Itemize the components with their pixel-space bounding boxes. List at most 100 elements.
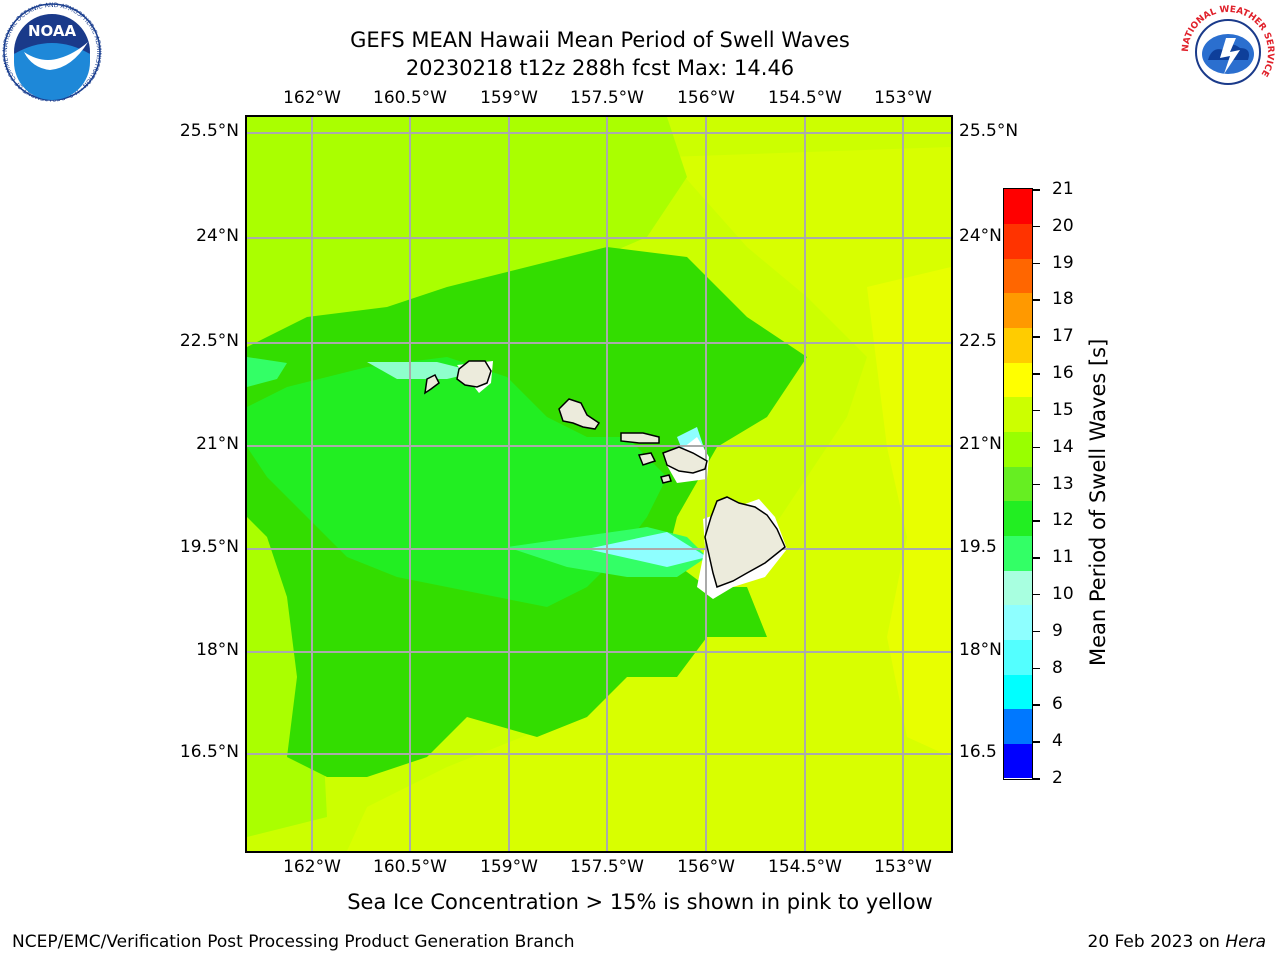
- island-kauai: [456, 360, 492, 388]
- colorbar-segment: [1004, 639, 1032, 675]
- colorbar-tick-label: 14: [1052, 436, 1074, 457]
- noaa-logo: NATIONAL OCEANIC AND ATMOSPHERIC ADMINIS…: [2, 2, 102, 102]
- lat-tick-right: 19.5: [959, 537, 997, 557]
- nws-logo: NATIONAL WEATHER SERVICE: [1181, 5, 1275, 99]
- lon-tick-top: 154.5°W: [768, 88, 842, 108]
- lat-tick-left: 22.5°N: [179, 331, 239, 351]
- lon-tick-top: 157.5°W: [570, 88, 644, 108]
- svg-text:NOAA: NOAA: [28, 22, 77, 40]
- colorbar-tickmark: [1033, 667, 1040, 670]
- footer-host: Hera: [1225, 932, 1266, 952]
- colorbar: [1003, 188, 1033, 780]
- colorbar-tickmark: [1033, 262, 1040, 265]
- colorbar-segment: [1004, 743, 1032, 779]
- lon-tick-bottom: 156°W: [677, 857, 735, 877]
- colorbar-segment: [1004, 708, 1032, 744]
- colorbar-segment: [1004, 396, 1032, 433]
- colorbar-tickmark: [1033, 409, 1040, 412]
- colorbar-tick-label: 6: [1052, 694, 1063, 715]
- colorbar-segment: [1004, 189, 1032, 225]
- colorbar-tick-label: 4: [1052, 731, 1063, 752]
- island-hawaii: [704, 496, 786, 588]
- island-oahu: [558, 398, 601, 430]
- lat-tick-right: 18°N: [959, 640, 1002, 660]
- colorbar-tick-label: 2: [1052, 768, 1063, 788]
- colorbar-segment: [1004, 535, 1032, 571]
- island-maui: [662, 446, 708, 474]
- colorbar-tick-label: 15: [1052, 399, 1074, 420]
- field-green-edge: [247, 357, 287, 387]
- colorbar-tick-label: 18: [1052, 289, 1074, 310]
- chart-title: GEFS MEAN Hawaii Mean Period of Swell Wa…: [350, 28, 850, 52]
- lat-tick-left: 24°N: [196, 226, 239, 246]
- footer-credit: NCEP/EMC/Verification Post Processing Pr…: [12, 932, 575, 952]
- lon-tick-top: 162°W: [283, 88, 341, 108]
- colorbar-segment: [1004, 500, 1032, 536]
- lon-tick-top: 159°W: [480, 88, 538, 108]
- colorbar-tick-label: 12: [1052, 510, 1074, 531]
- colorbar-tickmark: [1033, 520, 1040, 522]
- graticule: [247, 117, 951, 851]
- field-cyan-kauai: [367, 362, 477, 379]
- lat-tick-left: 16.5°N: [179, 742, 239, 762]
- colorbar-tick-label: 20: [1052, 215, 1074, 236]
- lat-tick-left: 18°N: [196, 640, 239, 660]
- lat-tick-left: 19.5°N: [179, 537, 239, 557]
- lat-tick-left: 25.5°N: [179, 121, 239, 141]
- colorbar-tick-label: 21: [1052, 179, 1074, 199]
- lon-tick-top: 156°W: [677, 88, 735, 108]
- colorbar-tickmark: [1033, 225, 1040, 228]
- colorbar-tickmark: [1033, 593, 1040, 596]
- lon-tick-top: 153°W: [874, 88, 932, 108]
- island-kahoolawe: [660, 474, 672, 484]
- colorbar-segment: [1004, 292, 1032, 329]
- colorbar-tick-label: 16: [1052, 363, 1074, 384]
- lat-tick-right: 21°N: [959, 434, 1002, 454]
- colorbar-tick-label: 10: [1052, 583, 1074, 604]
- lat-tick-right: 24°N: [959, 226, 1002, 246]
- colorbar-tickmark: [1033, 741, 1040, 743]
- colorbar-tickmark: [1033, 557, 1040, 559]
- lat-tick-right: 22.5: [959, 331, 997, 351]
- island-niihau: [424, 373, 440, 395]
- lat-tick-right: 16.5: [959, 742, 997, 762]
- lon-tick-bottom: 162°W: [283, 857, 341, 877]
- island-molokai: [620, 432, 660, 444]
- caption: Sea Ice Concentration > 15% is shown in …: [347, 890, 933, 914]
- colorbar-segment: [1004, 327, 1032, 363]
- colorbar-segment: [1004, 362, 1032, 398]
- colorbar-tickmark: [1033, 299, 1040, 301]
- lon-tick-bottom: 157.5°W: [570, 857, 644, 877]
- lon-tick-bottom: 160.5°W: [373, 857, 447, 877]
- lon-tick-bottom: 154.5°W: [768, 857, 842, 877]
- colorbar-segment: [1004, 431, 1032, 467]
- colorbar-tickmark: [1033, 373, 1040, 375]
- colorbar-tickmark: [1033, 483, 1040, 485]
- lon-tick-bottom: 153°W: [874, 857, 932, 877]
- colorbar-label: Mean Period of Swell Waves [s]: [1086, 338, 1110, 666]
- island-lanai: [637, 452, 657, 466]
- colorbar-tick-label: 8: [1052, 657, 1063, 678]
- colorbar-tickmark: [1033, 778, 1040, 780]
- colorbar-segment: [1004, 570, 1032, 606]
- footer-date-text: 20 Feb 2023 on: [1087, 932, 1226, 952]
- colorbar-tickmark: [1033, 446, 1040, 449]
- colorbar-segment: [1004, 466, 1032, 502]
- colorbar-tickmark: [1033, 704, 1040, 706]
- chart-subtitle: 20230218 t12z 288h fcst Max: 14.46: [405, 56, 795, 80]
- colorbar-tickmark: [1033, 189, 1040, 191]
- colorbar-segment: [1004, 223, 1032, 259]
- colorbar-tick-label: 11: [1052, 547, 1074, 568]
- swell-period-map: [247, 117, 951, 851]
- footer-date: 20 Feb 2023 on Hera: [1088, 932, 1266, 952]
- lon-tick-bottom: 159°W: [480, 857, 538, 877]
- colorbar-tick-label: 17: [1052, 326, 1074, 347]
- colorbar-segment: [1004, 674, 1032, 710]
- lon-tick-top: 160.5°W: [373, 88, 447, 108]
- colorbar-tick-label: 9: [1052, 620, 1063, 641]
- colorbar-segment: [1004, 258, 1032, 294]
- field-yellow-east: [347, 147, 951, 851]
- colorbar-tickmark: [1033, 630, 1040, 633]
- lat-tick-left: 21°N: [196, 434, 239, 454]
- islands: [424, 360, 786, 588]
